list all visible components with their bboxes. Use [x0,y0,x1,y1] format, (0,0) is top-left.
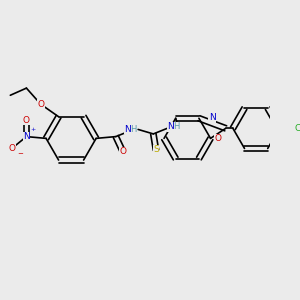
Text: N: N [167,122,174,131]
Text: N: N [23,132,30,141]
Text: +: + [30,127,35,132]
Text: N: N [209,113,216,122]
Text: O: O [119,147,126,156]
Text: H: H [173,122,180,131]
Text: O: O [214,134,222,143]
Text: O: O [37,100,44,109]
Text: N: N [124,125,131,134]
Text: O: O [9,144,16,153]
Text: O: O [23,116,30,125]
Text: Cl: Cl [295,124,300,133]
Text: H: H [130,125,137,134]
Text: −: − [17,152,23,158]
Text: S: S [153,146,159,154]
